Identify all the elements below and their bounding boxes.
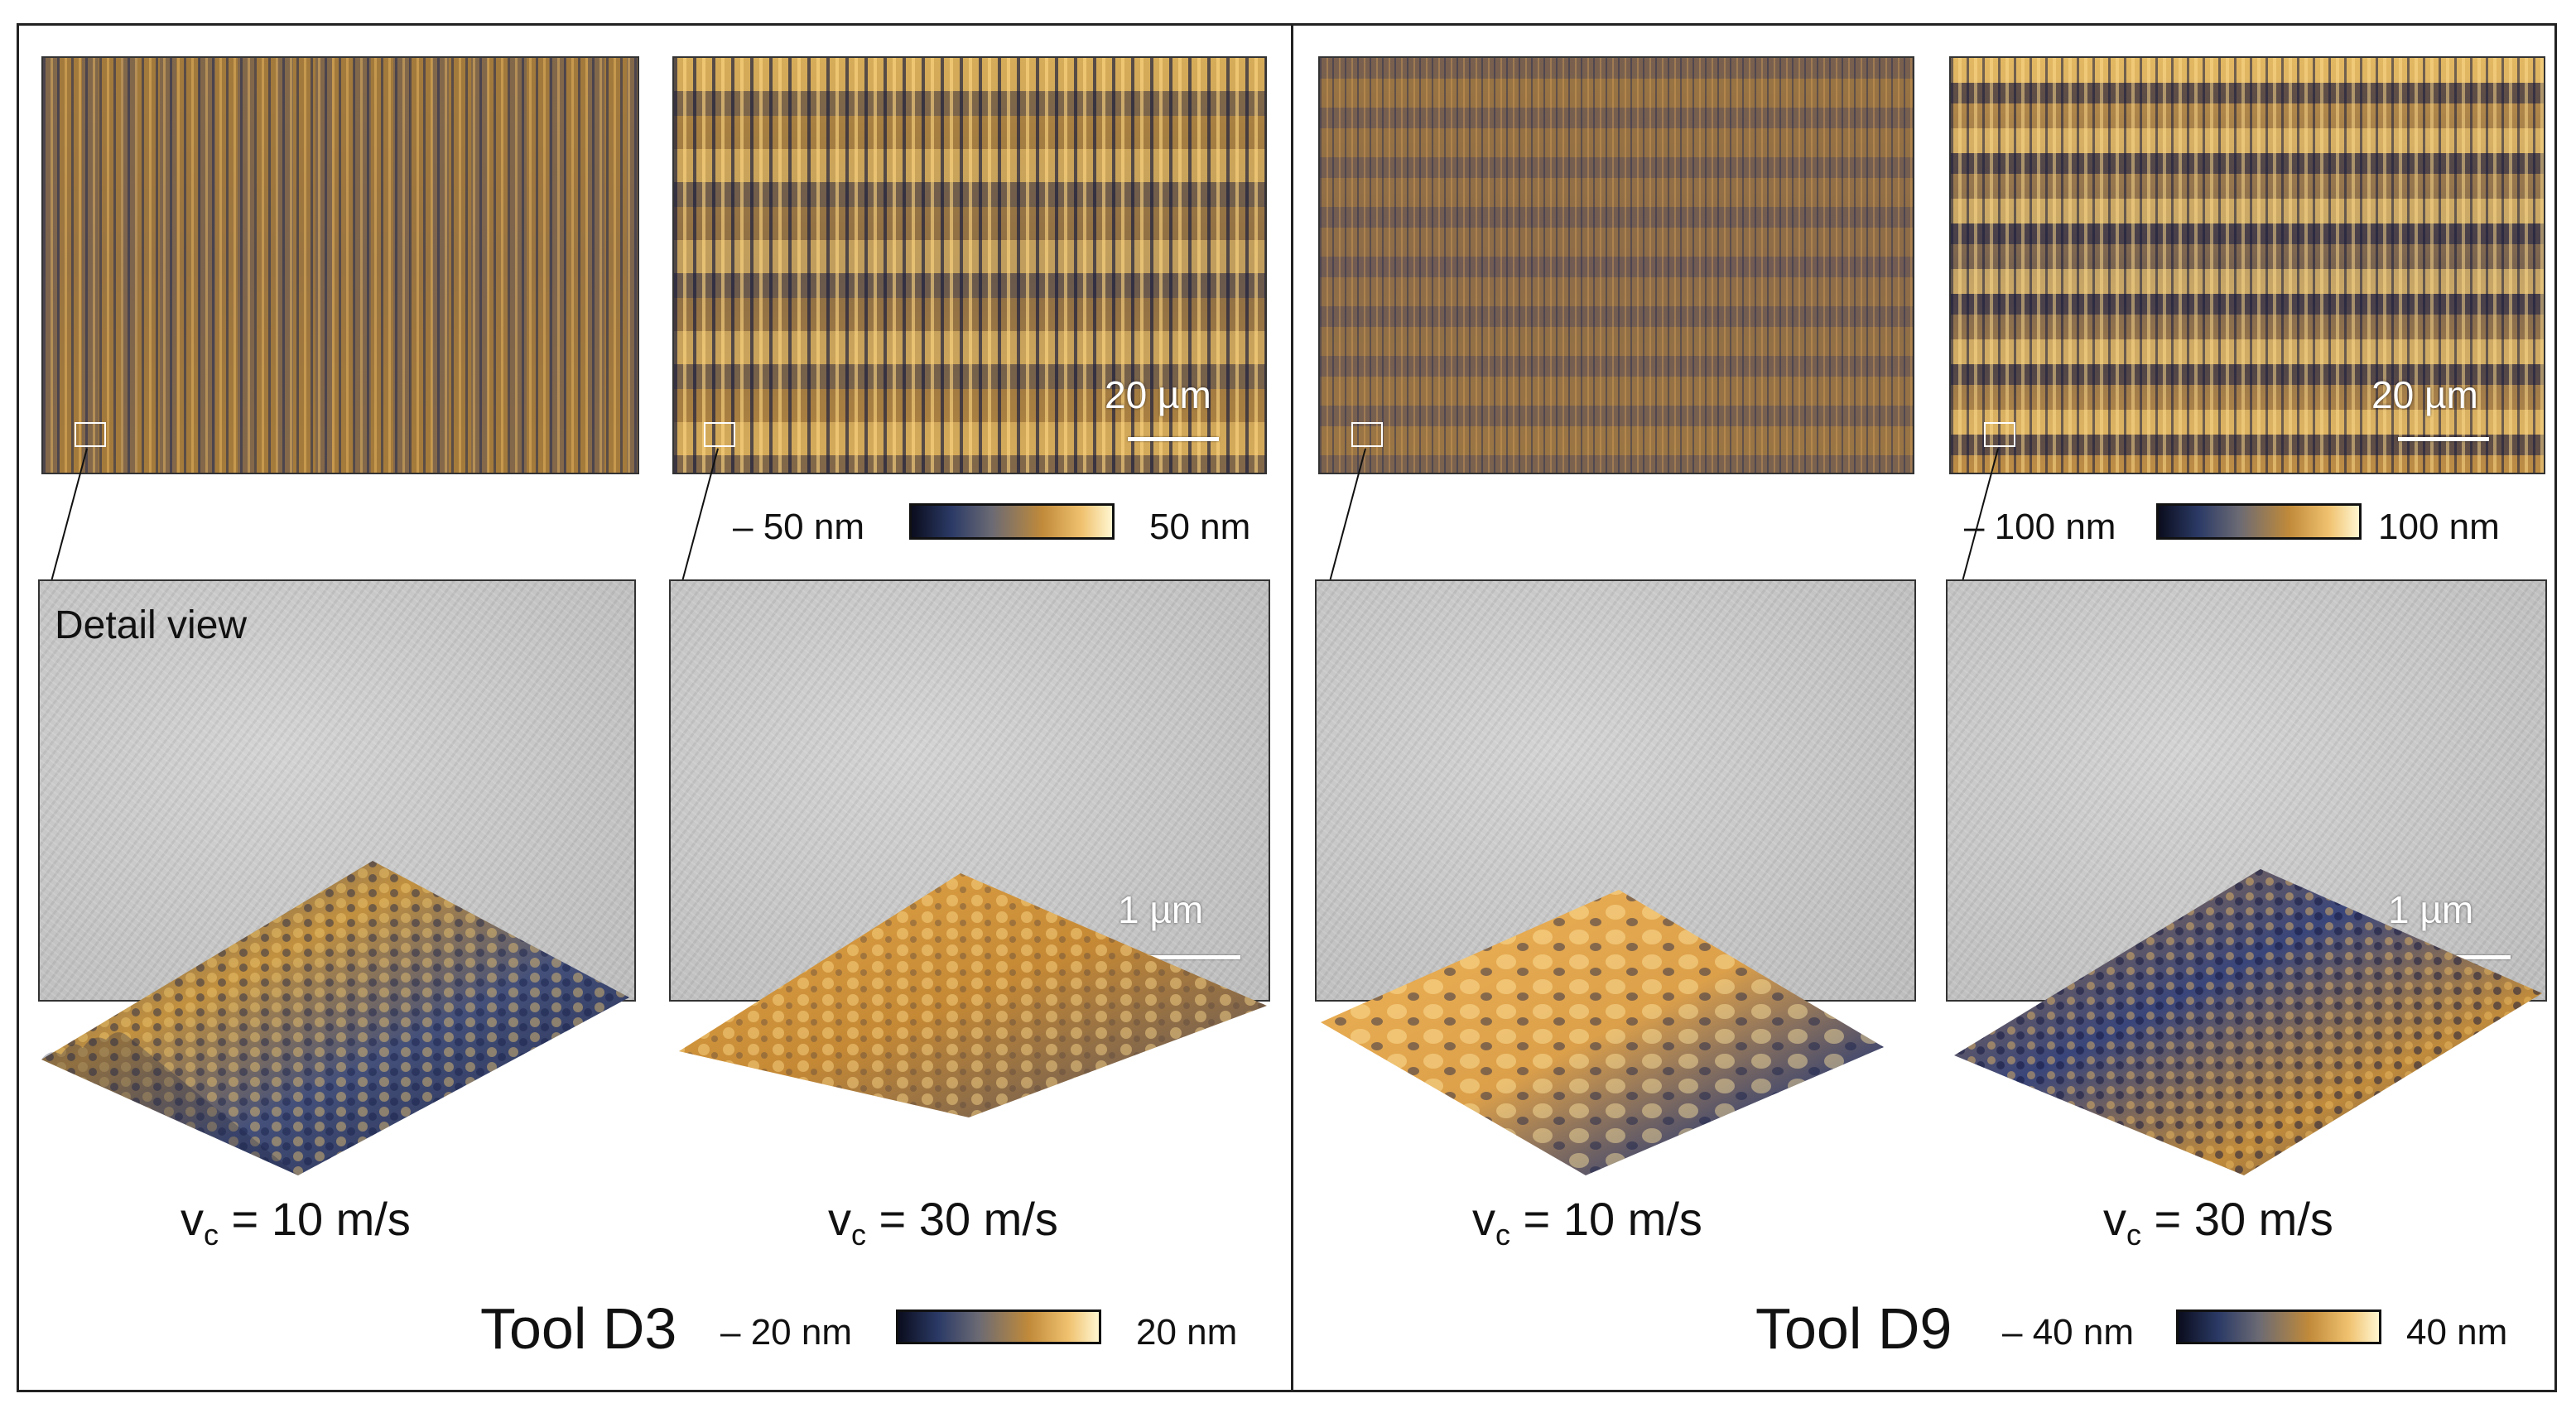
speed-symbol: v [181,1193,204,1245]
height-colorbar [2176,1309,2381,1344]
speed-symbol: v [1472,1193,1495,1245]
speed-subscript: c [204,1218,219,1252]
overview-colorbar-min-label: – 50 nm [733,507,864,547]
speed-value: = 10 m/s [219,1193,411,1245]
speed-label-d3-10: vc = 10 m/s [181,1192,411,1252]
speed-subscript: c [1495,1218,1510,1252]
overview-colorbar-min-label: – 100 nm [1964,507,2116,547]
overview-colorbar-max-label: 50 nm [1149,507,1251,547]
sem-detail-d9-10 [1315,579,1916,1002]
afm-3d-surface-d3-10 [41,861,629,1175]
overview-scale-bar [1128,437,1219,441]
detail-scale-bar [1108,955,1240,959]
panel-divider [1291,23,1293,1392]
overview-colorbar [909,503,1115,540]
overview-scale-label: 20 µm [2371,373,2478,416]
tool-label-d3: Tool D3 [480,1296,677,1361]
speed-value: = 10 m/s [1510,1193,1702,1245]
height-colorbar-min-label: – 20 nm [720,1312,852,1353]
speed-subscript: c [851,1218,866,1252]
speed-label-d9-30: vc = 30 m/s [2103,1192,2333,1252]
speed-value: = 30 m/s [866,1193,1058,1245]
afm-3d-surface-d3-30 [679,873,1267,1117]
detail-view-label: Detail view [55,603,248,647]
speed-symbol: v [2103,1193,2126,1245]
afm-3d-surface-d9-10 [1321,890,1884,1175]
detail-scale-label: 1 µm [1118,888,1204,931]
afm-overview-d9-30: 20 µm [1949,56,2545,474]
speed-symbol: v [828,1193,851,1245]
height-colorbar-max-label: 40 nm [2406,1312,2508,1353]
detail-scale-label: 1 µm [2388,888,2474,931]
afm-overview-d3-10 [41,56,639,474]
detail-region-marker [704,422,735,447]
speed-value: = 30 m/s [2141,1193,2333,1245]
overview-colorbar-max-label: 100 nm [2378,507,2500,547]
overview-colorbar [2156,503,2362,540]
detail-region-marker [1984,422,2015,447]
tool-label-d9: Tool D9 [1755,1296,1952,1361]
speed-label-d9-10: vc = 10 m/s [1472,1192,1702,1252]
height-colorbar [896,1309,1101,1344]
overview-scale-label: 20 µm [1105,373,1211,416]
height-colorbar-min-label: – 40 nm [2002,1312,2134,1353]
afm-3d-surface-d9-30 [1954,869,2542,1175]
figure-frame [17,23,2557,1392]
overview-scale-bar [2398,437,2489,441]
afm-overview-d9-10 [1318,56,1914,474]
speed-label-d3-30: vc = 30 m/s [828,1192,1058,1252]
height-colorbar-max-label: 20 nm [1136,1312,1238,1353]
detail-region-marker [75,422,106,447]
afm-overview-d3-30: 20 µm [672,56,1267,474]
speed-subscript: c [2126,1218,2141,1252]
detail-region-marker [1351,422,1383,447]
